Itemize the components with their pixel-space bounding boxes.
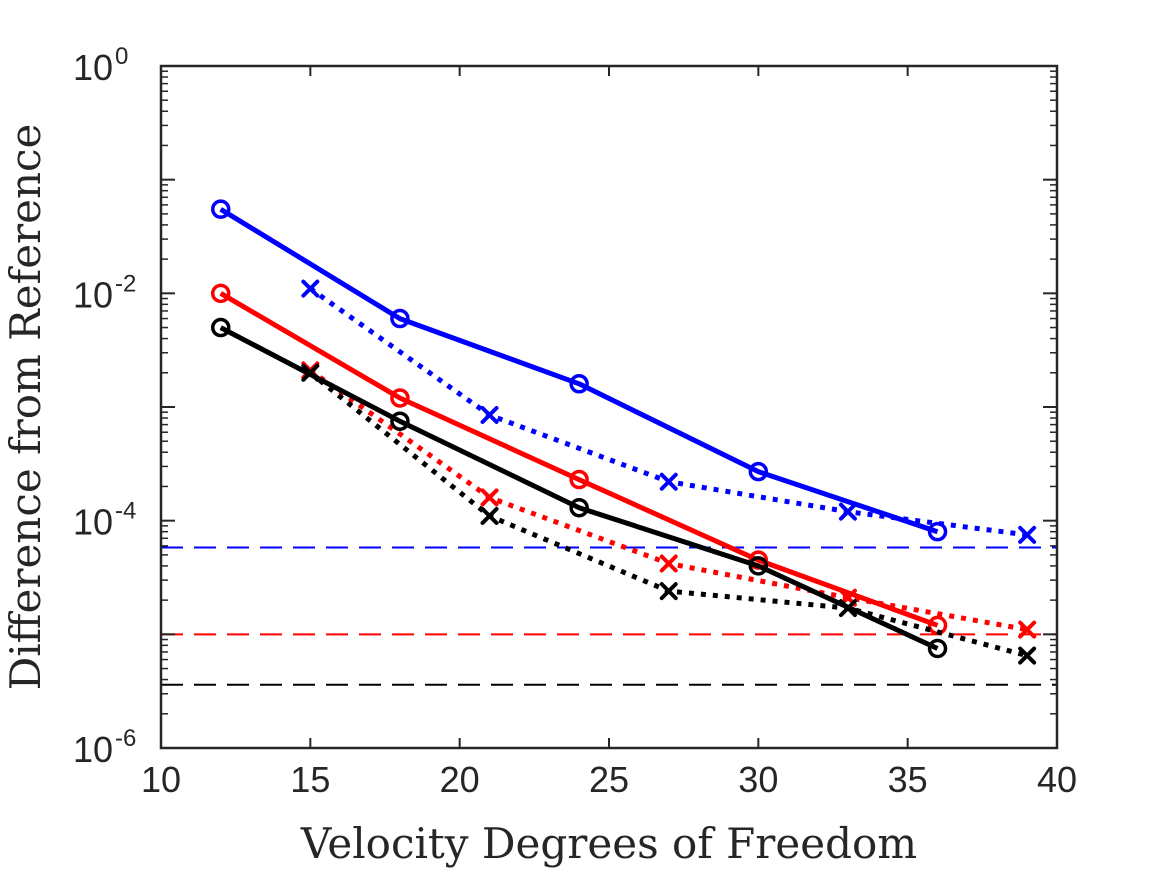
blue-solid-circle-point	[390, 308, 410, 329]
x-tick-label: 35	[888, 759, 928, 800]
black-solid-circle-line	[219, 325, 939, 651]
black-solid-circle-point	[927, 638, 948, 659]
red-dotted-cross-point	[1018, 620, 1037, 639]
x-tick-label: 25	[589, 759, 629, 800]
x-tick-label: 40	[1037, 759, 1077, 800]
red-dotted-cross-point	[480, 488, 499, 507]
x-tick-label: 10	[141, 759, 181, 800]
black-dotted-cross-point	[1018, 646, 1037, 665]
red-solid-circle-point	[210, 283, 231, 304]
black-dotted-cross-point	[301, 363, 320, 382]
black-solid-circle-point	[569, 497, 589, 518]
x-axis-title: Velocity Degrees of Freedom	[300, 819, 917, 868]
y-tick-exponent: -2	[115, 270, 136, 297]
blue-solid-circle-point	[569, 374, 589, 394]
y-tick-exponent: -6	[115, 725, 136, 752]
blue-solid-circle-point	[927, 521, 948, 542]
y-tick-label: 10	[73, 502, 113, 543]
plot-area	[161, 199, 1057, 686]
blue-dotted-cross-point	[838, 502, 857, 521]
red-solid-circle-point	[569, 469, 589, 490]
blue-solid-circle-point	[210, 199, 231, 219]
blue-solid-circle-point	[748, 461, 769, 482]
y-tick-exponent: 0	[115, 43, 128, 70]
black-dotted-cross-point	[838, 599, 857, 618]
blue-dotted-cross-point	[659, 472, 678, 491]
y-tick-label: 10	[73, 274, 113, 315]
blue-solid-circle-line	[219, 207, 939, 535]
blue-dotted-cross-point	[1018, 525, 1037, 544]
blue-dotted-cross-point	[480, 406, 499, 425]
blue-dotted-cross-point	[301, 279, 320, 298]
red-solid-circle-point	[390, 388, 410, 408]
black-dotted-cross-point	[659, 582, 678, 601]
y-tick-label: 10	[73, 729, 113, 770]
black-solid-circle-point	[210, 317, 231, 338]
black-dotted-cross-point	[480, 506, 499, 525]
x-tick-label: 15	[290, 759, 330, 800]
y-axis-title: Difference from Reference	[1, 124, 50, 691]
black-solid-circle-point	[390, 411, 410, 431]
red-dotted-cross-point	[659, 554, 678, 573]
y-tick-label: 10	[73, 47, 113, 88]
x-tick-label: 20	[440, 759, 480, 800]
y-tick-exponent: -4	[115, 498, 136, 525]
black-solid-circle-point	[748, 556, 769, 576]
x-tick-label: 30	[738, 759, 778, 800]
red-solid-circle-line	[219, 291, 939, 628]
